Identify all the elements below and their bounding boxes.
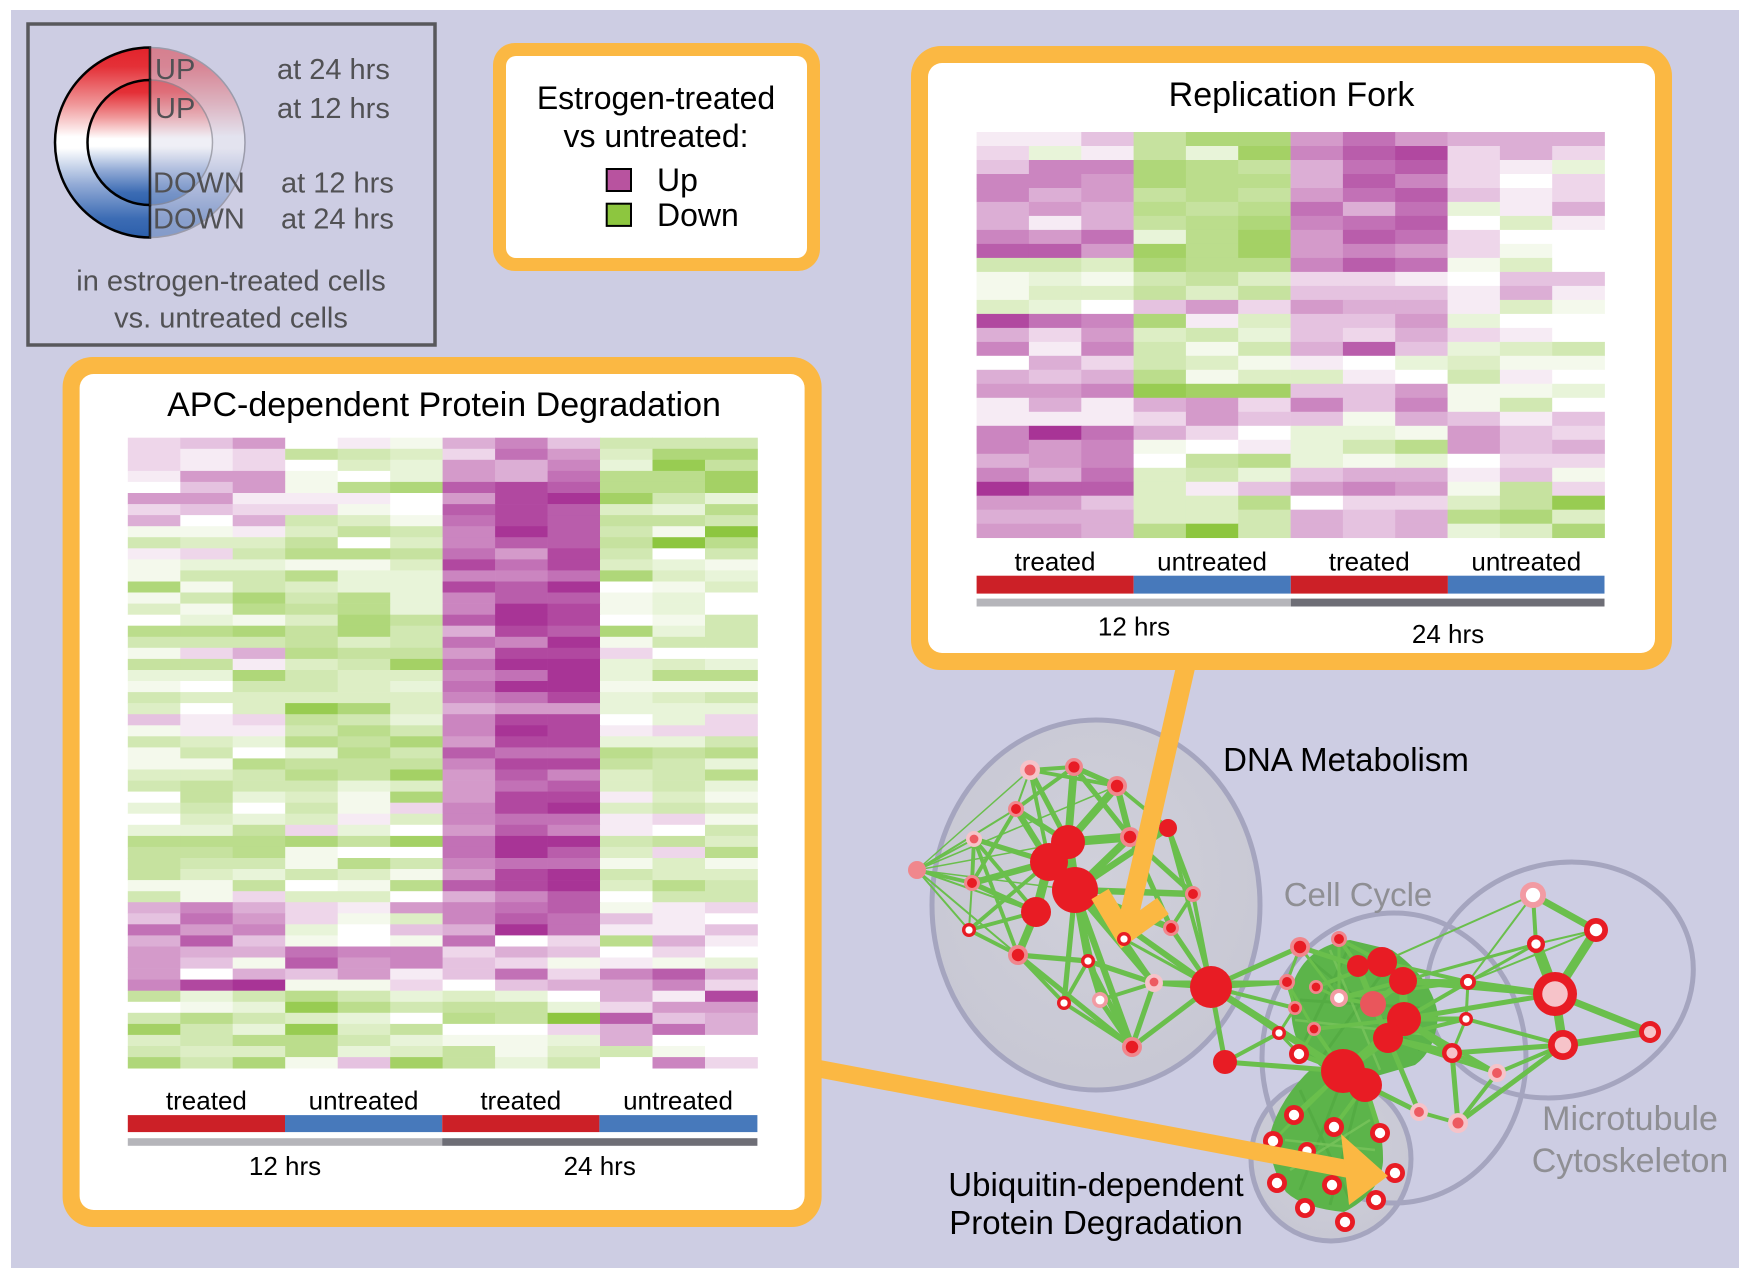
- svg-text:Estrogen-treated: Estrogen-treated: [537, 80, 775, 116]
- svg-text:untreated: untreated: [309, 1086, 419, 1116]
- svg-text:vs untreated:: vs untreated:: [564, 118, 749, 154]
- svg-text:Up: Up: [657, 162, 698, 198]
- svg-text:DNA Metabolism: DNA Metabolism: [1223, 741, 1469, 778]
- svg-text:at 12 hrs: at 12 hrs: [281, 168, 394, 200]
- svg-text:in estrogen-treated cells: in estrogen-treated cells: [76, 266, 386, 298]
- svg-text:untreated: untreated: [1157, 547, 1267, 577]
- svg-text:untreated: untreated: [1471, 547, 1581, 577]
- svg-text:untreated: untreated: [623, 1086, 733, 1116]
- svg-text:APC-dependent Protein Degradat: APC-dependent Protein Degradation: [167, 386, 721, 424]
- svg-text:treated: treated: [480, 1086, 561, 1116]
- svg-text:DOWN: DOWN: [153, 204, 245, 236]
- svg-text:Down: Down: [657, 197, 739, 233]
- svg-text:Protein Degradation: Protein Degradation: [949, 1204, 1243, 1241]
- svg-text:treated: treated: [1329, 547, 1410, 577]
- svg-text:24 hrs: 24 hrs: [1412, 619, 1484, 649]
- svg-text:UP: UP: [155, 93, 195, 125]
- svg-text:Ubiquitin-dependent: Ubiquitin-dependent: [948, 1166, 1243, 1203]
- svg-text:Cytoskeleton: Cytoskeleton: [1532, 1142, 1729, 1180]
- svg-text:vs. untreated cells: vs. untreated cells: [114, 303, 348, 335]
- svg-text:Cell Cycle: Cell Cycle: [1284, 876, 1433, 913]
- svg-text:12 hrs: 12 hrs: [249, 1151, 321, 1181]
- svg-text:treated: treated: [1015, 547, 1096, 577]
- svg-text:Replication Fork: Replication Fork: [1169, 76, 1416, 114]
- svg-text:12 hrs: 12 hrs: [1098, 612, 1170, 642]
- svg-text:at 12 hrs: at 12 hrs: [277, 93, 390, 125]
- svg-text:at 24 hrs: at 24 hrs: [277, 54, 390, 86]
- svg-text:UP: UP: [155, 54, 195, 86]
- svg-text:24 hrs: 24 hrs: [564, 1151, 636, 1181]
- svg-text:at 24 hrs: at 24 hrs: [281, 204, 394, 236]
- svg-text:Microtubule: Microtubule: [1542, 1100, 1718, 1138]
- svg-text:DOWN: DOWN: [153, 168, 245, 200]
- svg-text:treated: treated: [166, 1086, 247, 1116]
